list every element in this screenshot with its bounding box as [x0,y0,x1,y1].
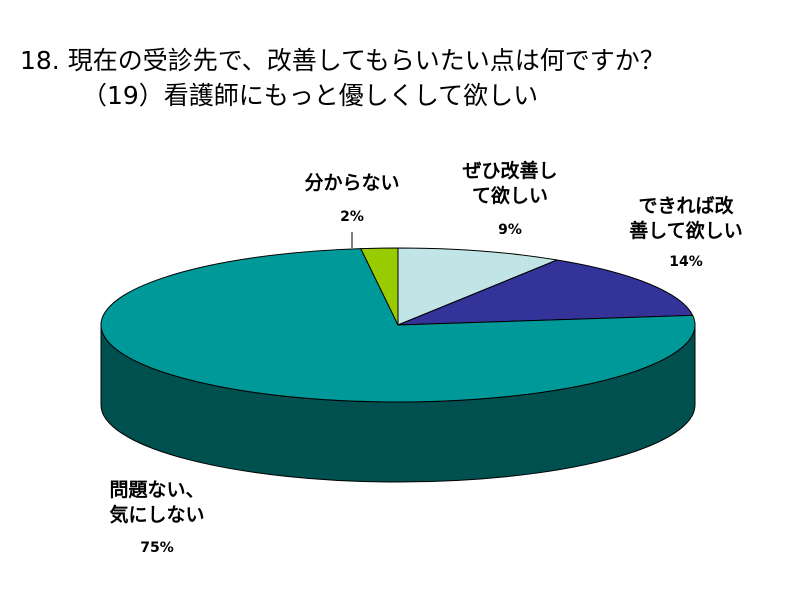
chart-title-line-2: （19）看護師にもっと優しくして欲しい [82,81,539,110]
data-label-2-percent: 75% [140,540,174,556]
data-label-1-line-0: できれば改 [638,194,734,217]
pie-slice-0 [397,247,558,326]
data-label-1-line-1: 善して欲しい [629,219,742,242]
data-label-0-line-0: ぜひ改善し [462,159,557,182]
data-label-2-line-1: 気にしない [109,503,204,526]
data-label-3-line-0: 分からない [304,172,399,194]
pie-slice-1 [397,259,694,326]
chart-title-line-1: 18. 現在の受診先で、改善してもらいたい点は何ですか？ [20,46,665,75]
data-label-0-line-1: て欲しい [472,184,548,207]
pie-slice-3 [360,247,399,326]
data-label-2-line-0: 問題ない、 [109,479,204,501]
data-label-1-percent: 14% [669,254,703,270]
data-label-0-percent: 9% [498,222,522,238]
data-label-3-percent: 2% [340,209,364,225]
